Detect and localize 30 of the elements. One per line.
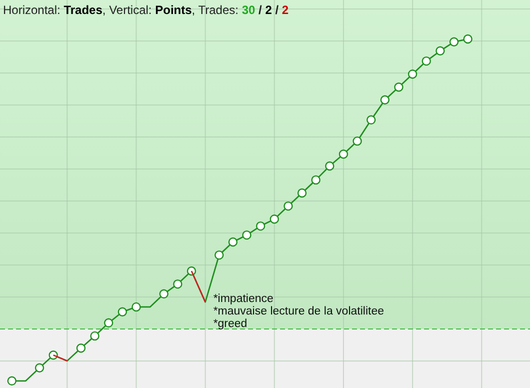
chart-title: Horizontal: Trades, Vertical: Points, Trades: 30 / 2 / 2 — [3, 3, 289, 17]
point — [76, 344, 86, 353]
point — [228, 237, 238, 247]
point — [214, 250, 224, 260]
point — [422, 56, 431, 66]
point — [352, 136, 362, 146]
point — [118, 307, 128, 316]
point — [256, 221, 266, 231]
point — [297, 188, 307, 198]
point — [311, 175, 320, 185]
point — [338, 150, 348, 159]
point — [284, 201, 293, 211]
point — [34, 363, 44, 372]
point — [173, 279, 182, 289]
point — [104, 318, 114, 328]
point — [463, 34, 472, 44]
point — [242, 230, 252, 240]
point — [325, 161, 334, 171]
point — [159, 289, 168, 299]
point — [132, 302, 141, 312]
point — [270, 214, 279, 224]
annotation: *impatience *mauvaise lecture de la volatilitee *greed — [213, 293, 384, 330]
point — [449, 37, 459, 46]
point — [436, 46, 445, 56]
point — [366, 115, 376, 125]
point — [394, 82, 404, 92]
point — [90, 331, 100, 341]
point — [380, 95, 390, 104]
point — [408, 69, 418, 79]
point — [7, 376, 16, 386]
